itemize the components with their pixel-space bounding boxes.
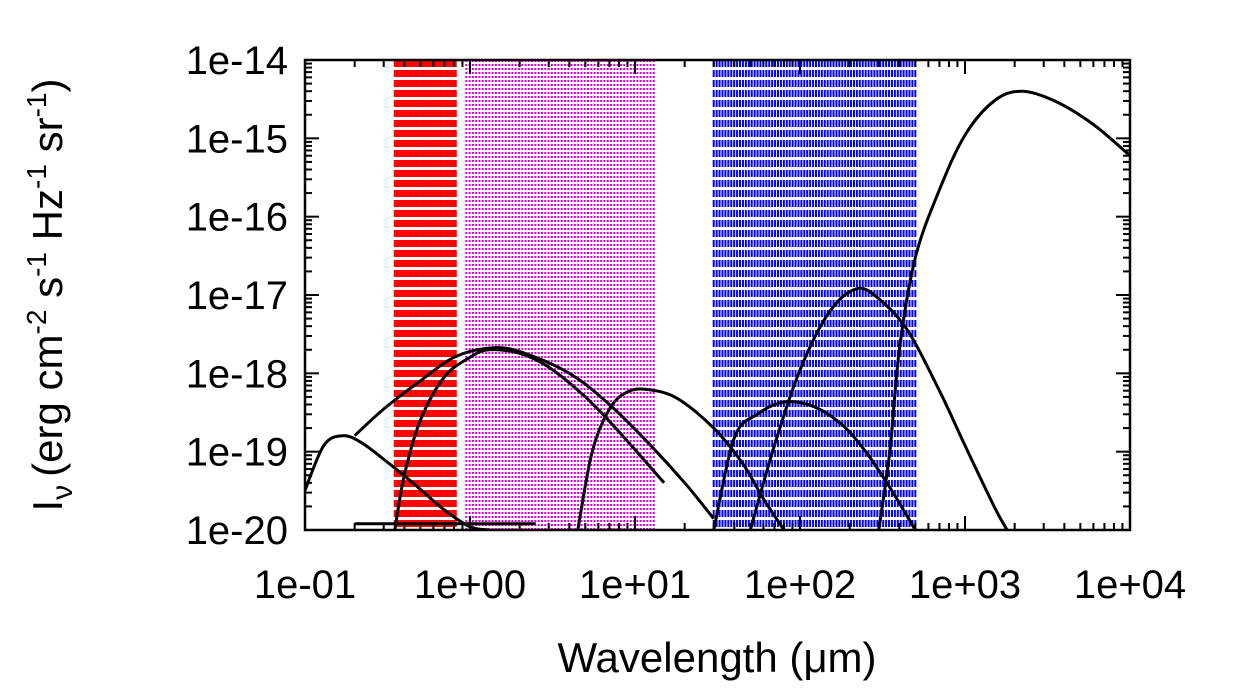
x-tick-label: 1e+03 [909, 563, 1021, 607]
model-curve-6 [748, 286, 1009, 530]
x-tick-labels: 1e-01 1e+00 1e+01 1e+02 1e+03 1e+04 [254, 563, 1186, 607]
y-tick-label: 1e-14 [186, 39, 288, 83]
x-tick-label: 1e+02 [744, 563, 856, 607]
axis-ticks [304, 59, 1131, 531]
y-tick-label: 1e-18 [186, 352, 288, 396]
x-tick-label: 1e+04 [1074, 563, 1186, 607]
model-curve-2 [353, 346, 715, 520]
y-tick-label: 1e-17 [186, 274, 288, 318]
y-tick-label: 1e-15 [186, 117, 288, 161]
y-tick-labels: 1e-14 1e-15 1e-16 1e-17 1e-18 1e-19 1e-20 [186, 39, 288, 553]
y-axis-title: Iν(erg cm-2 s-1 Hz-1 sr-1) [21, 79, 79, 512]
spectral-bands [393, 60, 917, 530]
x-axis-title: Wavelength (μm) [557, 634, 876, 681]
x-tick-label: 1e-01 [254, 563, 356, 607]
y-tick-label: 1e-16 [186, 196, 288, 240]
model-curve-3 [393, 348, 666, 530]
x-tick-label: 1e+00 [414, 563, 526, 607]
y-tick-label: 1e-20 [186, 509, 288, 553]
y-tick-label: 1e-19 [186, 431, 288, 475]
model-curve-5 [712, 400, 917, 530]
model-curve-7 [877, 89, 1130, 530]
model-curve-4 [576, 387, 786, 530]
x-tick-label: 1e+01 [579, 563, 691, 607]
